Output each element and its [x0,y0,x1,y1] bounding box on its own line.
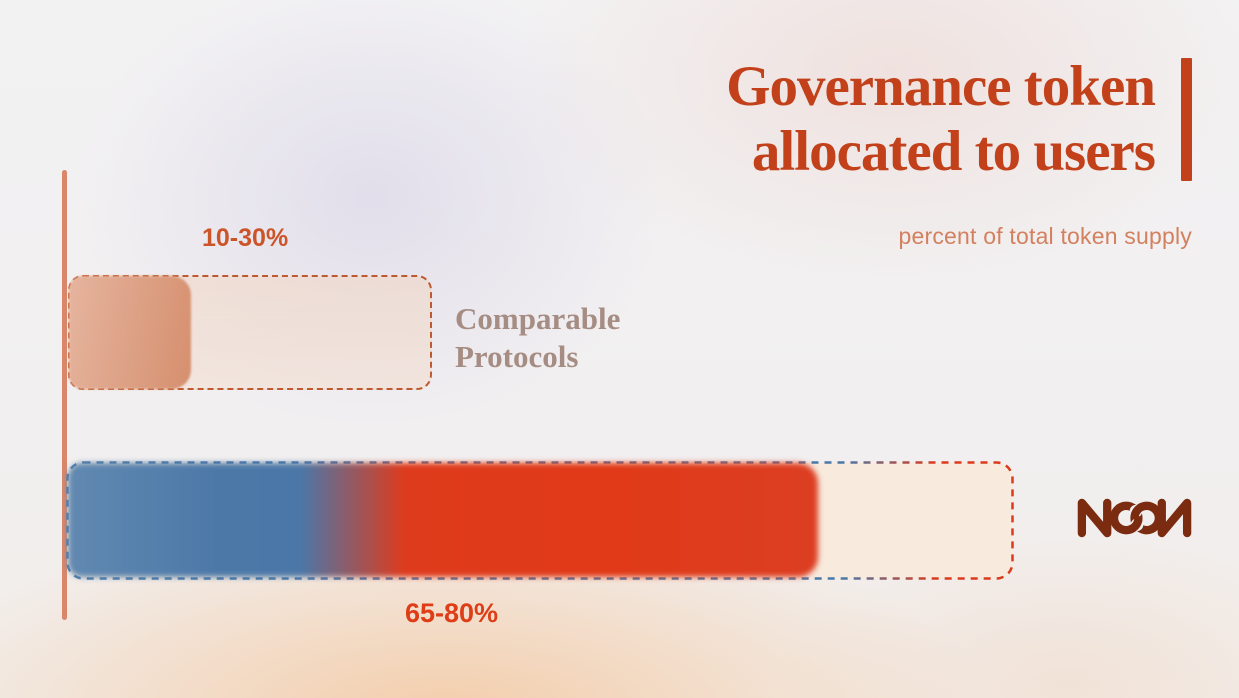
bar-comparable-track [68,275,432,390]
bar-noon-fill [68,463,818,577]
bar-comparable-name: Comparable Protocols [455,300,620,376]
bar-noon-range-label: 65-80% [405,598,499,628]
title-accent-bar [1181,57,1192,181]
noon-logo-letter-n1 [1077,498,1112,538]
noon-logo-weave-arc [1126,516,1143,534]
title-line-1: Governance token [726,55,1156,118]
chart-title: Governance token allocated to users [726,54,1192,184]
bar-comparable-name-line-1: Comparable [455,301,621,336]
chart-title-text: Governance token allocated to users [726,54,1156,184]
y-axis-line [62,170,67,620]
noon-logo-letter-n2 [1157,498,1192,538]
bar-comparable-range-label: 10-30% [202,224,289,252]
bar-comparable-fill [69,276,191,389]
noon-logo [1077,498,1192,538]
title-line-2: allocated to users [751,120,1156,183]
chart-subtitle: percent of total token supply [898,223,1192,249]
bar-comparable-name-line-2: Protocols [455,339,579,374]
